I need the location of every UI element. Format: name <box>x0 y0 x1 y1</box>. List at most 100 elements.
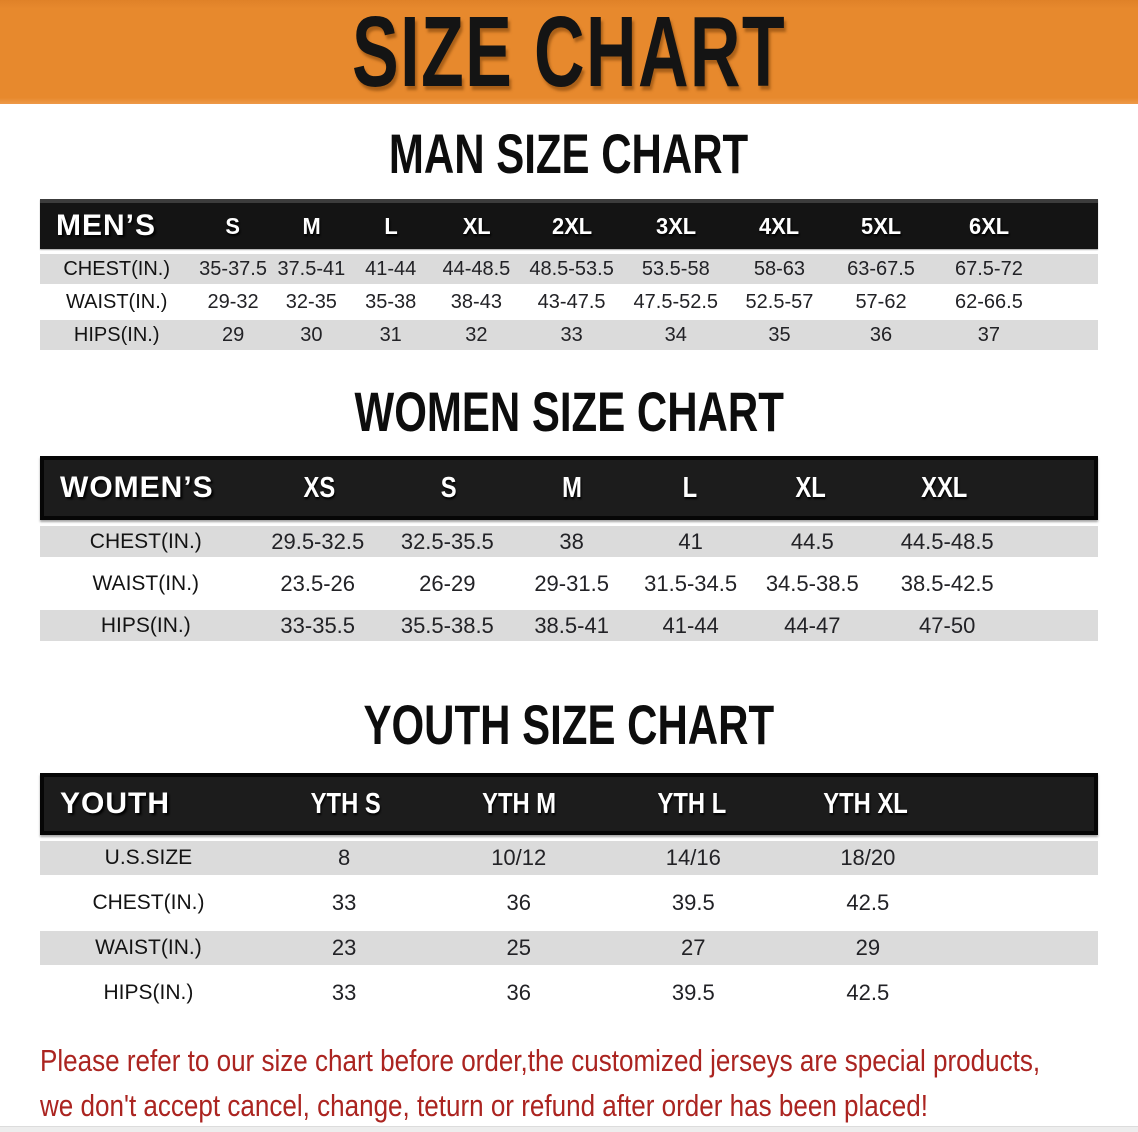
size-value: 29 <box>221 323 245 346</box>
size-value: 32.5-35.5 <box>400 528 494 554</box>
size-value: 26-29 <box>419 570 476 596</box>
women-size-section: WOMEN SIZE CHART WOMEN’S XS S M L XL XXL… <box>0 384 1138 641</box>
size-value: 33 <box>560 323 583 346</box>
size-value: 23.5-26 <box>280 570 356 596</box>
size-column-header: 3XL <box>655 212 696 239</box>
page-title: SIZE CHART <box>352 0 786 108</box>
size-value: 14/16 <box>665 845 721 870</box>
table-row: WAIST(IN.) 29-32 32-35 35-38 38-43 43-47… <box>40 287 1098 317</box>
size-value: 53.5-58 <box>641 257 710 280</box>
table-corner-label: YOUTH <box>60 787 170 820</box>
row-label: CHEST(IN.) <box>89 529 202 553</box>
row-label: HIPS(IN.) <box>73 323 160 346</box>
table-row: CHEST(IN.) 33 36 39.5 42.5 <box>40 886 1098 920</box>
size-value: 39.5 <box>671 890 715 915</box>
size-value: 42.5 <box>846 980 890 1005</box>
size-value: 29.5-32.5 <box>271 528 365 554</box>
size-column-header: L <box>682 471 698 504</box>
size-value: 41-44 <box>662 612 719 638</box>
size-value: 29-32 <box>207 290 259 313</box>
bottom-edge-strip <box>0 1126 1138 1132</box>
size-value: 18/20 <box>840 845 896 870</box>
size-column-header: M <box>561 471 582 504</box>
section-heading-text: MAN SIZE CHART <box>389 122 749 185</box>
size-value: 35.5-38.5 <box>400 612 494 638</box>
man-size-section: MAN SIZE CHART MEN’S S M L XL 2XL 3XL 4X… <box>0 126 1138 350</box>
size-value: 44.5-48.5 <box>900 528 994 554</box>
size-value: 32 <box>465 323 488 346</box>
table-row: HIPS(IN.) 29 30 31 32 33 34 35 36 37 <box>40 320 1098 350</box>
size-value: 38.5-42.5 <box>900 570 994 596</box>
size-column-header: YTH L <box>658 787 727 820</box>
size-value: 23 <box>331 935 357 960</box>
table-row: WAIST(IN.) 23.5-26 26-29 29-31.5 31.5-34… <box>40 568 1098 599</box>
size-value: 57-62 <box>855 290 907 313</box>
size-column-header: L <box>384 212 398 239</box>
size-column-header: XS <box>303 471 336 504</box>
size-value: 33-35.5 <box>280 612 356 638</box>
size-value: 36 <box>506 980 531 1005</box>
size-value: 48.5-53.5 <box>529 257 614 280</box>
table-row: HIPS(IN.) 33-35.5 35.5-38.5 38.5-41 41-4… <box>40 610 1098 641</box>
size-value: 44-47 <box>784 612 841 638</box>
size-column-header: XL <box>795 471 826 504</box>
row-label: HIPS(IN.) <box>100 613 191 637</box>
size-value: 58-63 <box>753 257 806 280</box>
banner: SIZE CHART <box>0 0 1138 104</box>
table-row: CHEST(IN.) 35-37.5 37.5-41 41-44 44-48.5… <box>40 254 1098 284</box>
size-value: 62-66.5 <box>955 290 1023 313</box>
table-row: WAIST(IN.) 23 25 27 29 <box>40 931 1098 965</box>
size-value: 8 <box>338 845 351 870</box>
size-value: 63-67.5 <box>847 257 915 280</box>
size-value: 35-38 <box>365 290 417 313</box>
size-column-header: 6XL <box>968 212 1009 239</box>
size-value: 31.5-34.5 <box>644 570 738 596</box>
row-label: U.S.SIZE <box>104 846 193 869</box>
size-column-header: 2XL <box>551 212 592 239</box>
table-corner-label: WOMEN’S <box>60 471 214 504</box>
size-column-header: YTH M <box>482 787 557 820</box>
size-value: 25 <box>506 935 531 960</box>
size-value: 32-35 <box>285 290 337 313</box>
size-value: 39.5 <box>671 980 715 1005</box>
size-value: 34 <box>664 323 687 346</box>
women-section-heading: WOMEN SIZE CHART <box>0 384 1138 440</box>
disclaimer-line: Please refer to our size chart before or… <box>40 1043 1041 1078</box>
size-value: 35-37.5 <box>199 257 267 280</box>
size-column-header: S <box>225 212 241 239</box>
size-column-header: 5XL <box>860 212 902 239</box>
size-column-header: M <box>302 212 321 239</box>
man-section-heading: MAN SIZE CHART <box>0 126 1138 182</box>
size-column-header: 4XL <box>759 212 800 239</box>
size-value: 38 <box>559 528 584 554</box>
row-label: WAIST(IN.) <box>65 290 168 313</box>
size-value: 34.5-38.5 <box>765 570 859 596</box>
size-value: 29-31.5 <box>534 570 609 596</box>
size-value: 52.5-57 <box>745 290 814 313</box>
table-row: CHEST(IN.) 29.5-32.5 32.5-35.5 38 41 44.… <box>40 526 1098 557</box>
size-value: 31 <box>379 323 402 346</box>
size-value: 41 <box>678 528 703 554</box>
row-label: CHEST(IN.) <box>63 257 171 280</box>
size-column-header: YTH S <box>310 787 381 820</box>
row-label: HIPS(IN.) <box>103 981 194 1004</box>
size-column-header: YTH XL <box>823 787 908 820</box>
size-value: 27 <box>681 935 706 960</box>
size-value: 37.5-41 <box>277 257 346 280</box>
table-row: HIPS(IN.) 33 36 39.5 42.5 <box>40 976 1098 1010</box>
size-column-header: S <box>440 471 457 504</box>
size-value: 38-43 <box>450 290 502 313</box>
size-value: 30 <box>300 323 323 346</box>
size-value: 10/12 <box>491 845 547 870</box>
size-value: 43-47.5 <box>537 290 606 313</box>
size-value: 37 <box>977 323 1001 346</box>
size-value: 41-44 <box>365 257 417 280</box>
size-value: 33 <box>331 980 357 1005</box>
womens-size-table: WOMEN’S XS S M L XL XXL CHEST(IN.) 29.5-… <box>40 456 1098 641</box>
row-label: WAIST(IN.) <box>95 936 202 959</box>
size-value: 47.5-52.5 <box>633 290 719 313</box>
youth-size-table: YOUTH YTH S YTH M YTH L YTH XL U.S.SIZE … <box>40 773 1098 1010</box>
mens-size-table: MEN’S S M L XL 2XL 3XL 4XL 5XL 6XL CHEST… <box>40 199 1098 350</box>
disclaimer-text: Please refer to our size chart before or… <box>40 1038 1138 1128</box>
